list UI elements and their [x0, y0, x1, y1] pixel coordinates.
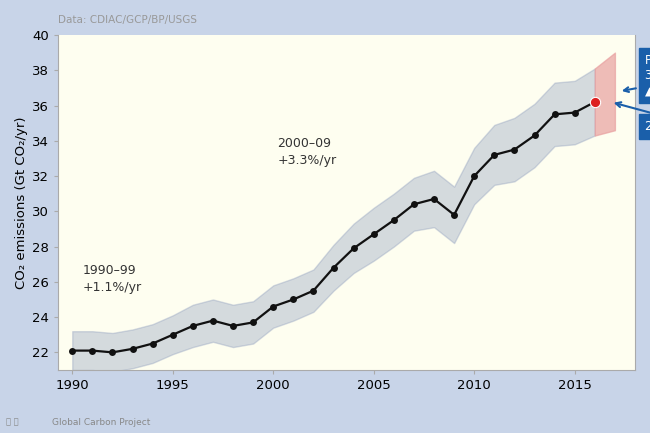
Point	[469, 173, 480, 180]
Point	[549, 111, 560, 118]
Point	[248, 319, 258, 326]
Text: Ⓒ ⓘ: Ⓒ ⓘ	[6, 417, 19, 427]
Point	[87, 347, 98, 354]
Point	[168, 331, 178, 338]
Point	[449, 211, 460, 218]
Text: Global Carbon Project: Global Carbon Project	[52, 417, 150, 427]
Point	[429, 196, 439, 203]
Point	[489, 152, 499, 158]
Point	[107, 349, 118, 356]
Text: 2016: 36.2 Gt CO₂: 2016: 36.2 Gt CO₂	[616, 102, 650, 133]
Y-axis label: CO₂ emissions (Gt CO₂/yr): CO₂ emissions (Gt CO₂/yr)	[15, 116, 28, 289]
Text: 2000–09
+3.3%/yr: 2000–09 +3.3%/yr	[278, 137, 337, 167]
Point	[188, 323, 198, 330]
Point	[288, 296, 298, 303]
Point	[409, 201, 419, 208]
Point	[590, 99, 600, 106]
Text: 1990–99
+1.1%/yr: 1990–99 +1.1%/yr	[83, 264, 142, 294]
Point	[529, 132, 539, 139]
Text: Data: CDIAC/GCP/BP/USGS: Data: CDIAC/GCP/BP/USGS	[58, 15, 197, 25]
Point	[369, 231, 379, 238]
Point	[328, 264, 339, 271]
Point	[389, 216, 399, 223]
Point	[268, 303, 278, 310]
Point	[67, 347, 77, 354]
Point	[348, 245, 359, 252]
Text: Projection 2017
36.8 Gt CO₂
▲2.0% (0.8%–3.0%): Projection 2017 36.8 Gt CO₂ ▲2.0% (0.8%–…	[624, 55, 650, 97]
Point	[208, 317, 218, 324]
Point	[509, 146, 519, 153]
Point	[228, 323, 239, 330]
Point	[127, 346, 138, 352]
Point	[148, 340, 158, 347]
Point	[308, 287, 318, 294]
Point	[569, 109, 580, 116]
